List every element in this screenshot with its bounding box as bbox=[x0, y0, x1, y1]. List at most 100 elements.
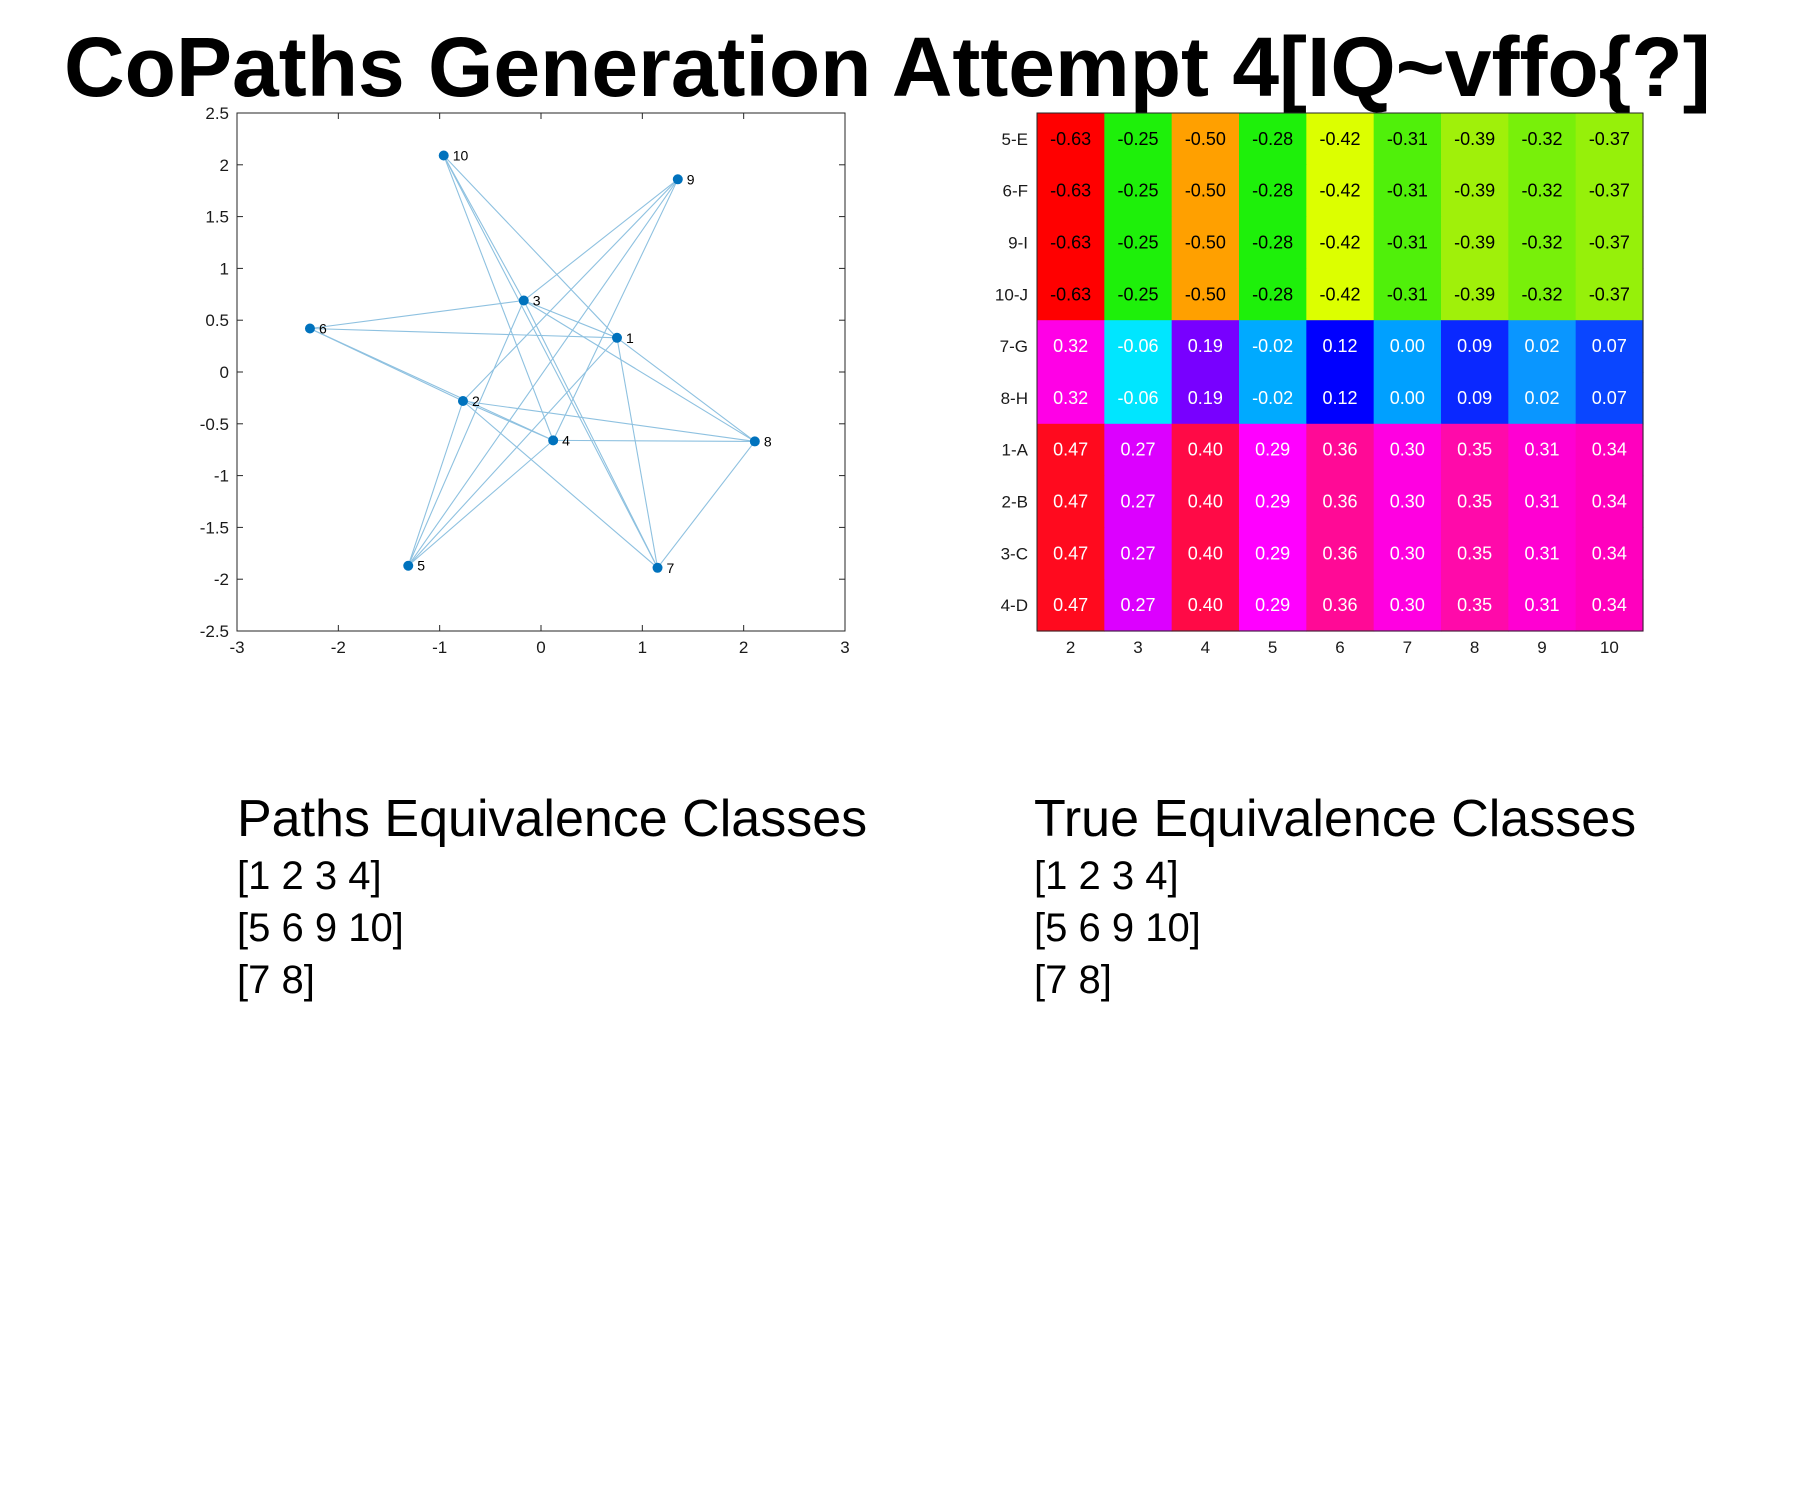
heatmap-cell bbox=[1373, 164, 1442, 218]
heatmap-row-label: 2-B bbox=[1002, 493, 1028, 512]
heatmap-cell bbox=[1575, 164, 1644, 218]
heatmap-cell bbox=[1104, 216, 1173, 269]
heatmap-column-label: 3 bbox=[1133, 638, 1142, 657]
heatmap-cell bbox=[1508, 320, 1577, 373]
heatmap-cell-label: -0.25 bbox=[1117, 233, 1158, 253]
graph-edge bbox=[523, 300, 618, 339]
heatmap-row-label: 8-H bbox=[1001, 389, 1028, 408]
heatmap-row-label: 1-A bbox=[1002, 441, 1029, 460]
x-tick-label: -3 bbox=[229, 638, 244, 657]
heatmap-cell-label: 0.02 bbox=[1524, 388, 1559, 408]
graph-node bbox=[403, 560, 414, 571]
heatmap-cell bbox=[1373, 475, 1442, 528]
heatmap-row-label: 10-J bbox=[995, 285, 1028, 304]
heatmap-cell-label: 0.31 bbox=[1524, 440, 1559, 460]
graph-edge bbox=[309, 327, 554, 441]
heatmap-cell-label: -0.31 bbox=[1387, 129, 1428, 149]
heatmap-cell bbox=[1306, 164, 1375, 218]
heatmap-cell-label: 0.31 bbox=[1524, 543, 1559, 563]
graph-edge bbox=[309, 327, 618, 339]
heatmap-cell-label: 0.47 bbox=[1053, 543, 1088, 563]
graph-edge bbox=[443, 155, 554, 441]
heatmap-frame bbox=[1036, 112, 1644, 632]
heatmap-cell-label: 0.36 bbox=[1322, 595, 1357, 615]
heatmap-cell-label: -0.06 bbox=[1117, 388, 1158, 408]
heatmap-cell-label: 0.34 bbox=[1592, 440, 1627, 460]
heatmap-cell-label: -0.28 bbox=[1252, 233, 1293, 253]
heatmap-cell bbox=[1508, 475, 1577, 528]
heatmap-cell bbox=[1373, 113, 1442, 166]
graph-edge bbox=[462, 178, 679, 402]
heatmap-cell-label: -0.42 bbox=[1319, 233, 1360, 253]
heatmap-cell-label: -0.32 bbox=[1521, 181, 1562, 201]
y-tick-label: -1 bbox=[214, 467, 229, 486]
graph-node-label: 7 bbox=[667, 560, 675, 576]
heatmap-cell-label: 0.30 bbox=[1390, 543, 1425, 563]
heatmap-column-label: 8 bbox=[1470, 638, 1479, 657]
paths-equivalence-classes: Paths Equivalence Classes [1 2 3 4] [5 6… bbox=[237, 788, 867, 1006]
heatmap-cell bbox=[1441, 113, 1509, 166]
heatmap-cell bbox=[1037, 164, 1105, 218]
y-tick-label: 0 bbox=[220, 363, 229, 382]
heatmap-cell-label: 0.27 bbox=[1120, 440, 1155, 460]
heatmap-cell-label: 0.09 bbox=[1457, 336, 1492, 356]
heatmap-cell-label: 0.27 bbox=[1120, 595, 1155, 615]
heatmap-cell-label: -0.63 bbox=[1050, 233, 1091, 253]
heatmap-cell bbox=[1171, 475, 1240, 528]
paths-class-line: [5 6 9 10] bbox=[237, 906, 404, 950]
true-class-line: [5 6 9 10] bbox=[1034, 906, 1201, 950]
heatmap-cell bbox=[1441, 320, 1509, 373]
heatmap-cell-label: 0.40 bbox=[1188, 440, 1223, 460]
heatmap-cell bbox=[1373, 527, 1442, 580]
heatmap-cell-label: 0.35 bbox=[1457, 543, 1492, 563]
heatmap-cell-label: -0.42 bbox=[1319, 181, 1360, 201]
heatmap-cell-label: 0.29 bbox=[1255, 543, 1290, 563]
heatmap-column-label: 10 bbox=[1600, 638, 1619, 657]
graph-plot: -3 -2 -1 0 1 2 3 -2.5 -2 -1.5 -1 -0.5 0 0.5 1 1.5 2 2.5 1 2… bbox=[200, 104, 850, 657]
heatmap-cell bbox=[1104, 164, 1173, 218]
y-tick-label: -2 bbox=[214, 570, 229, 589]
heatmap-cell-label: -0.37 bbox=[1589, 284, 1630, 304]
heatmap-cell-label: -0.50 bbox=[1185, 284, 1226, 304]
y-tick-label: -2.5 bbox=[200, 622, 229, 641]
heatmap-cell bbox=[1508, 527, 1577, 580]
heatmap-cell bbox=[1306, 320, 1375, 373]
x-tick-label: 2 bbox=[739, 638, 748, 657]
heatmap-cell-label: -0.25 bbox=[1117, 129, 1158, 149]
heatmap-cell bbox=[1171, 216, 1240, 269]
heatmap-cell bbox=[1508, 423, 1577, 477]
heatmap-cell bbox=[1306, 372, 1375, 425]
graph-edge bbox=[657, 441, 756, 569]
y-tick-label: -1.5 bbox=[200, 518, 229, 537]
heatmap-cell bbox=[1037, 268, 1105, 321]
heatmap-cell-label: 0.12 bbox=[1322, 336, 1357, 356]
heatmap-cell-label: -0.39 bbox=[1454, 233, 1495, 253]
heatmap-cell bbox=[1037, 423, 1105, 477]
graph-edge bbox=[407, 439, 554, 567]
heatmap-cell-label: -0.39 bbox=[1454, 284, 1495, 304]
heatmap-cell-label: -0.28 bbox=[1252, 181, 1293, 201]
heatmap-cell-label: 0.35 bbox=[1457, 595, 1492, 615]
graph-axes-box bbox=[236, 112, 846, 632]
heatmap-cell bbox=[1104, 527, 1173, 580]
heatmap-cell bbox=[1575, 216, 1644, 269]
graph-edge bbox=[616, 337, 756, 442]
graph-edge bbox=[407, 300, 525, 566]
heatmap-cell bbox=[1575, 423, 1644, 477]
heatmap-cell bbox=[1441, 216, 1509, 269]
heatmap-cell-label: 0.36 bbox=[1322, 492, 1357, 512]
heatmap-cell-label: -0.32 bbox=[1521, 129, 1562, 149]
heatmap-cell bbox=[1104, 423, 1173, 477]
true-class-line: [7 8] bbox=[1034, 958, 1112, 1002]
graph-edge bbox=[462, 400, 658, 569]
heatmap-column-label: 7 bbox=[1403, 638, 1412, 657]
heatmap-cell bbox=[1306, 527, 1375, 580]
heatmap-cell-label: 0.12 bbox=[1322, 388, 1357, 408]
heatmap-cell-label: -0.02 bbox=[1252, 336, 1293, 356]
heatmap-row-label: 3-C bbox=[1001, 544, 1028, 563]
true-classes-title: True Equivalence Classes bbox=[1034, 790, 1637, 848]
heatmap-cell-label: 0.40 bbox=[1188, 595, 1223, 615]
heatmap-cell-label: 0.35 bbox=[1457, 440, 1492, 460]
graph-edge bbox=[616, 337, 659, 568]
heatmap-cell-label: -0.63 bbox=[1050, 284, 1091, 304]
